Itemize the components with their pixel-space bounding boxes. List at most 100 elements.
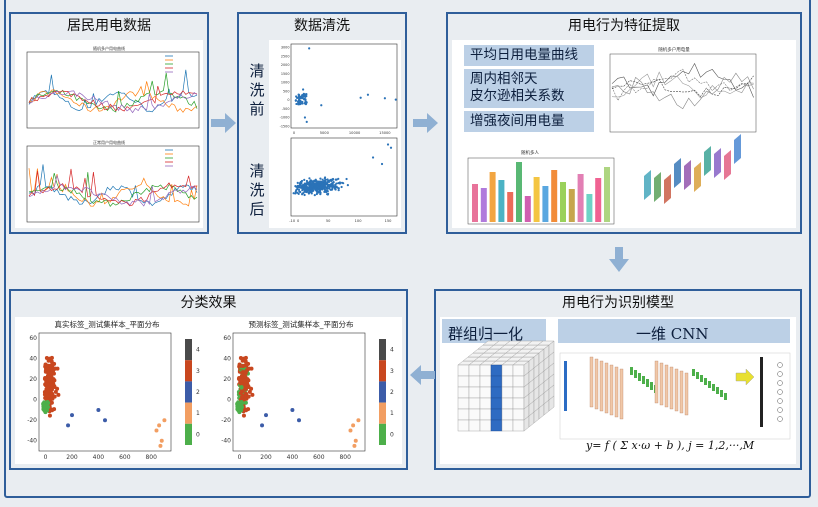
scatter-point bbox=[159, 438, 164, 443]
conv-layer bbox=[589, 356, 594, 408]
after-cleaning-label: 清洗后 bbox=[249, 162, 265, 218]
plane bbox=[694, 162, 701, 192]
scatter-point bbox=[353, 438, 358, 443]
cube-cell bbox=[468, 408, 481, 421]
scatter-point bbox=[322, 186, 325, 189]
tick-label: 0 bbox=[297, 219, 300, 223]
bar bbox=[586, 194, 593, 222]
scatter-point bbox=[325, 189, 329, 192]
pool-unit bbox=[724, 393, 727, 400]
residential-line-charts: 随机多户用电曲线 正常用户用电曲线 bbox=[26, 45, 200, 223]
group-normalization-label: 群组归一化 bbox=[448, 325, 524, 343]
scatter-point bbox=[297, 192, 300, 195]
cube-cell bbox=[457, 419, 470, 432]
scatter-point bbox=[316, 188, 319, 191]
colorbar-tick: 3 bbox=[390, 368, 394, 375]
scatter-point bbox=[330, 178, 333, 181]
scatter-point bbox=[239, 382, 244, 387]
tick-label: -1500 bbox=[280, 124, 290, 128]
scatter-point bbox=[244, 383, 249, 388]
bar bbox=[551, 170, 558, 222]
scatter-point bbox=[304, 187, 308, 190]
scatter-point bbox=[300, 96, 304, 99]
plane bbox=[684, 160, 691, 190]
colorbar-tick: 1 bbox=[196, 410, 200, 417]
model-body bbox=[440, 317, 796, 464]
scatter-point bbox=[340, 181, 344, 184]
cube-cell bbox=[501, 419, 514, 432]
scatter-point bbox=[327, 180, 331, 184]
colorbar-segment bbox=[379, 339, 386, 361]
scatter-point bbox=[345, 177, 348, 181]
arrow-down-icon bbox=[609, 247, 629, 272]
scatter-point bbox=[298, 190, 301, 193]
cube-cell bbox=[479, 364, 492, 377]
scatter-point bbox=[394, 98, 397, 101]
panel-title: 用电行为识别模型 bbox=[562, 295, 674, 311]
model-diagram bbox=[442, 319, 791, 440]
tick-label: 0 bbox=[287, 98, 289, 102]
formula-lhs: y bbox=[586, 439, 593, 452]
colorbar-tick: 0 bbox=[390, 431, 394, 438]
plot-frame bbox=[290, 43, 398, 129]
plane bbox=[724, 150, 731, 180]
scatter-point bbox=[319, 186, 322, 189]
colorbar-segment bbox=[185, 402, 192, 424]
cube-cell bbox=[457, 364, 470, 377]
scatter-point bbox=[52, 394, 57, 399]
scatter-point bbox=[301, 193, 304, 196]
tick-label: 200 bbox=[66, 454, 78, 461]
plot-frame bbox=[609, 53, 757, 133]
scatter-point bbox=[239, 408, 244, 413]
panel-title: 分类效果 bbox=[180, 295, 237, 311]
plane bbox=[714, 148, 721, 178]
cube-cell bbox=[512, 419, 525, 432]
colorbar-segment bbox=[185, 381, 192, 403]
scatter-point bbox=[311, 185, 314, 188]
tick-label: 1000 bbox=[281, 81, 290, 85]
scatter-point bbox=[319, 177, 322, 180]
cube-cell bbox=[490, 408, 503, 421]
scatter-point bbox=[359, 96, 362, 99]
series-line bbox=[611, 62, 754, 98]
cube-cell bbox=[490, 364, 503, 377]
scatter-point bbox=[340, 185, 343, 189]
conv-layer bbox=[594, 358, 599, 410]
bar bbox=[568, 189, 575, 222]
scatter-point bbox=[295, 189, 298, 192]
scatter-point bbox=[66, 423, 71, 428]
output-node bbox=[777, 398, 783, 404]
bar bbox=[507, 192, 514, 222]
scatter-point bbox=[103, 418, 107, 423]
conv-layer bbox=[674, 368, 679, 412]
cube-cell bbox=[501, 375, 514, 388]
series-line bbox=[611, 68, 754, 102]
scatter-point bbox=[295, 96, 299, 99]
scatter-point bbox=[334, 185, 338, 189]
scatter-point bbox=[308, 47, 311, 50]
scatter-point bbox=[298, 182, 301, 185]
scatter-point bbox=[319, 182, 323, 185]
scatter-point bbox=[50, 408, 55, 413]
scatter-point bbox=[44, 364, 49, 369]
cube-cell bbox=[490, 397, 503, 410]
scatter-point bbox=[308, 189, 311, 192]
scatter-point bbox=[247, 389, 252, 394]
scatter-point bbox=[313, 194, 316, 197]
chip-line: 周内相邻天 bbox=[470, 71, 538, 87]
scatter-point bbox=[383, 97, 386, 100]
scatter-point bbox=[303, 93, 307, 97]
scatter-point bbox=[389, 146, 393, 149]
tick-label: 10000 bbox=[349, 131, 361, 135]
bar bbox=[498, 180, 505, 222]
pool-unit bbox=[638, 373, 641, 381]
scatter-point bbox=[50, 392, 55, 397]
tick-label: 600 bbox=[313, 454, 325, 461]
bar bbox=[533, 177, 540, 222]
series-line bbox=[28, 85, 198, 112]
pool-unit bbox=[642, 376, 645, 384]
scatter-point bbox=[43, 404, 48, 409]
output-node bbox=[777, 407, 783, 413]
pool-unit bbox=[704, 378, 707, 385]
cube-cell bbox=[479, 386, 492, 399]
